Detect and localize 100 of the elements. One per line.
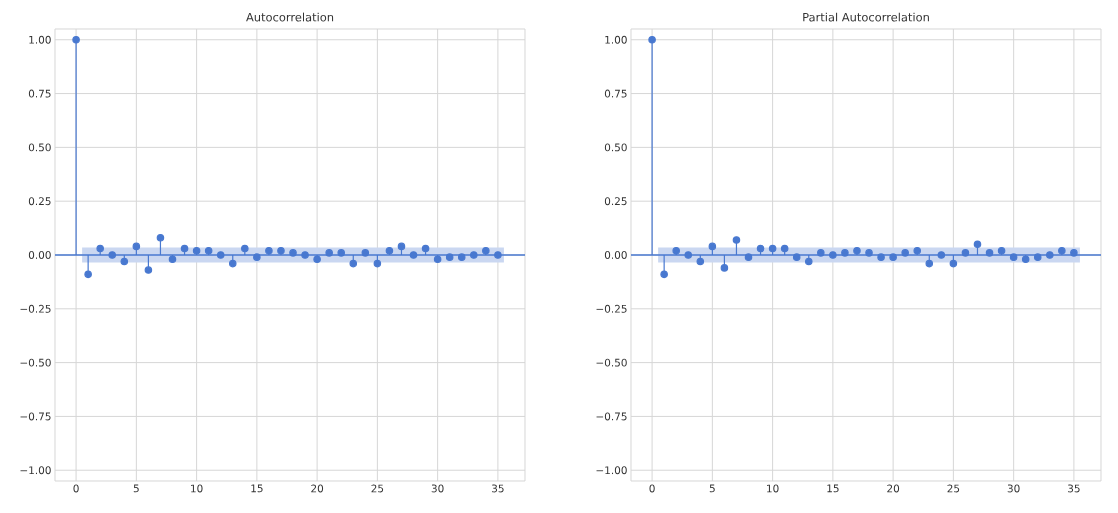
point — [1009, 253, 1018, 261]
point — [804, 257, 813, 266]
x-tick-label: 20 — [887, 484, 900, 493]
point — [313, 255, 321, 264]
x-tick-label: 15 — [251, 484, 263, 493]
point — [385, 246, 394, 255]
point — [301, 251, 309, 259]
point — [96, 244, 104, 253]
point — [925, 259, 934, 268]
point — [1058, 246, 1066, 255]
y-tick-label: −0.50 — [20, 358, 51, 367]
point — [865, 249, 873, 257]
x-tick-label: 5 — [133, 484, 139, 493]
point — [780, 244, 789, 253]
chart-title: Autocorrelation — [246, 12, 334, 22]
y-tick-label: 1.00 — [605, 35, 627, 44]
x-tick-label: 15 — [827, 484, 839, 493]
point — [144, 266, 153, 274]
x-tick-label: 35 — [1068, 484, 1080, 493]
y-tick-label: 1.00 — [29, 35, 51, 44]
point — [349, 259, 358, 268]
point — [744, 253, 753, 261]
y-tick-label: 0.00 — [28, 251, 51, 259]
point — [494, 251, 502, 259]
point — [289, 249, 297, 257]
x-tick-label: 5 — [709, 484, 715, 493]
y-tick-label: 0.75 — [604, 89, 627, 98]
x-tick-label: 10 — [767, 484, 779, 493]
point — [1021, 255, 1030, 264]
y-tick-label: 0.50 — [604, 143, 627, 152]
point — [192, 246, 201, 255]
point — [409, 251, 418, 259]
y-tick-label: −0.50 — [596, 358, 627, 367]
point — [889, 253, 897, 261]
point — [949, 259, 958, 268]
point — [768, 244, 777, 253]
point — [325, 249, 333, 257]
point — [841, 249, 849, 257]
x-tick-label: 20 — [311, 484, 324, 493]
point — [132, 242, 141, 251]
point — [120, 257, 129, 266]
y-tick-label: −1.00 — [20, 466, 51, 475]
point — [672, 246, 680, 255]
y-tick-label: 0.25 — [28, 197, 51, 206]
point — [720, 264, 729, 272]
point — [684, 251, 693, 259]
y-tick-label: −0.25 — [20, 304, 51, 313]
point — [792, 253, 801, 261]
y-tick-label: −0.25 — [596, 304, 627, 313]
x-tick-label: 30 — [1007, 484, 1020, 493]
y-tick-label: 0.50 — [28, 143, 51, 152]
point — [660, 270, 668, 279]
point — [216, 251, 225, 259]
y-tick-label: 0.75 — [28, 89, 51, 98]
point — [72, 35, 80, 44]
point — [1070, 249, 1078, 257]
point — [84, 270, 92, 279]
point — [397, 242, 406, 251]
y-tick-label: 0.25 — [604, 197, 627, 206]
x-tick-label: 30 — [431, 484, 444, 493]
point — [913, 246, 922, 255]
point — [961, 249, 970, 257]
point — [708, 242, 717, 251]
point — [817, 249, 825, 257]
point — [445, 253, 454, 261]
point — [108, 251, 117, 259]
x-tick-label: 35 — [492, 484, 504, 493]
point — [373, 259, 382, 268]
point — [732, 236, 741, 244]
x-tick-label: 25 — [947, 484, 960, 493]
point — [1046, 251, 1054, 259]
chart-title: Partial Autocorrelation — [803, 12, 929, 22]
x-tick-label: 25 — [371, 484, 384, 493]
point — [265, 246, 273, 255]
y-tick-label: 0.00 — [604, 251, 627, 259]
point — [1033, 253, 1042, 261]
point — [421, 244, 430, 253]
point — [277, 246, 285, 255]
point — [457, 253, 466, 261]
point — [482, 246, 490, 255]
point — [433, 255, 442, 264]
point — [937, 251, 946, 259]
point — [204, 246, 213, 255]
x-tick-label: 10 — [191, 484, 203, 493]
point — [997, 246, 1006, 255]
point — [985, 249, 994, 257]
point — [253, 253, 261, 261]
point — [877, 253, 885, 261]
point — [337, 249, 346, 257]
point — [696, 257, 705, 266]
point — [853, 246, 861, 255]
y-tick-label: −0.75 — [596, 412, 627, 421]
point — [180, 244, 189, 253]
point — [228, 259, 237, 268]
point — [756, 244, 765, 253]
y-tick-label: −0.75 — [20, 412, 51, 421]
y-tick-label: −1.00 — [596, 466, 627, 475]
point — [470, 251, 478, 259]
point — [648, 35, 656, 44]
x-tick-label: 0 — [649, 484, 655, 493]
